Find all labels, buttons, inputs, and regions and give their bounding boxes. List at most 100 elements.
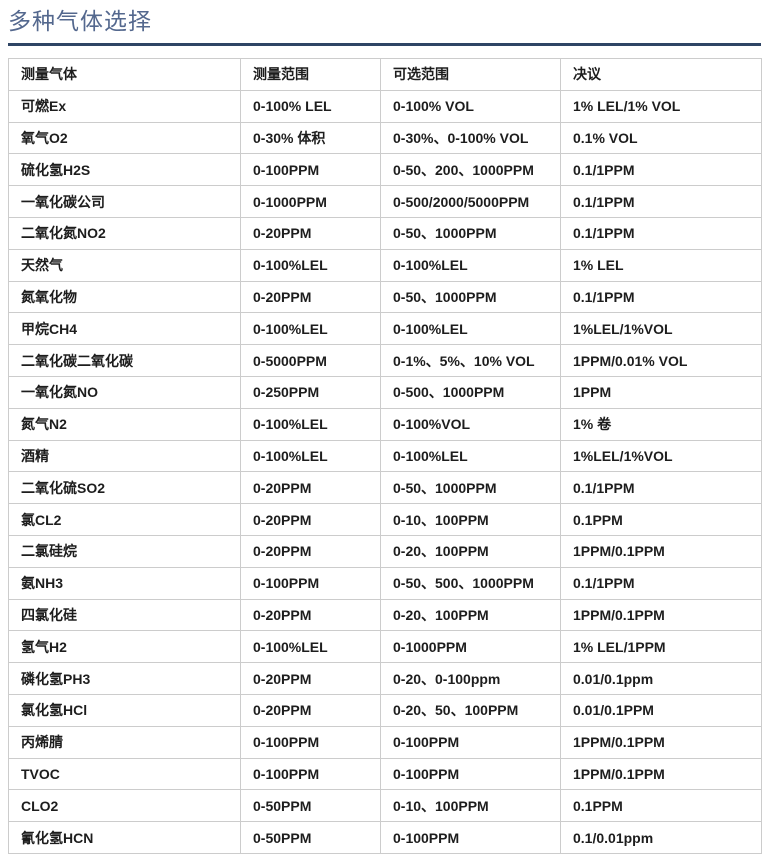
cell-resolution: 1% LEL/1PPM: [560, 630, 762, 664]
cell-resolution: 0.1PPM: [560, 503, 762, 536]
cell-range: 0-100%LEL: [240, 439, 381, 473]
cell-resolution: 1% LEL/1% VOL: [560, 89, 762, 123]
table-row: 氨NH3 0-100PPM 0-50、500、1000PPM 0.1/1PPM: [8, 566, 762, 600]
cell-optional: 0-50、1000PPM: [380, 280, 561, 314]
cell-resolution: 1PPM/0.1PPM: [560, 757, 762, 791]
table-row: TVOC 0-100PPM 0-100PPM 1PPM/0.1PPM: [8, 757, 762, 791]
cell-range: 0-100%LEL: [240, 312, 381, 346]
table-row: 甲烷CH4 0-100%LEL 0-100%LEL 1%LEL/1%VOL: [8, 312, 762, 346]
cell-range: 0-250PPM: [240, 375, 381, 409]
cell-optional: 0-20、0-100ppm: [380, 662, 561, 695]
cell-gas: 丙烯腈: [8, 725, 241, 759]
cell-gas: TVOC: [8, 757, 241, 791]
cell-gas: 氨NH3: [8, 566, 241, 600]
cell-optional: 0-100PPM: [380, 757, 561, 791]
cell-optional: 0-100%LEL: [380, 439, 561, 473]
cell-gas: 磷化氢PH3: [8, 662, 241, 695]
cell-optional: 0-500、1000PPM: [380, 375, 561, 409]
table-row: 酒精 0-100%LEL 0-100%LEL 1%LEL/1%VOL: [8, 439, 762, 473]
table-row: 天然气 0-100%LEL 0-100%LEL 1% LEL: [8, 248, 762, 282]
cell-resolution: 0.1/1PPM: [560, 280, 762, 314]
cell-optional: 0-50、1000PPM: [380, 216, 561, 250]
cell-resolution: 0.1/1PPM: [560, 153, 762, 187]
table-header-row: 测量气体 测量范围 可选范围 决议: [8, 58, 762, 91]
cell-range: 0-20PPM: [240, 662, 381, 695]
table-row: 硫化氢H2S 0-100PPM 0-50、200、1000PPM 0.1/1PPM: [8, 153, 762, 187]
cell-resolution: 0.01/0.1PPM: [560, 693, 762, 727]
cell-optional: 0-1000PPM: [380, 630, 561, 664]
cell-range: 0-20PPM: [240, 471, 381, 505]
cell-range: 0-50PPM: [240, 789, 381, 823]
cell-resolution: 1%LEL/1%VOL: [560, 312, 762, 346]
cell-range: 0-20PPM: [240, 503, 381, 536]
cell-optional: 0-100PPM: [380, 821, 561, 854]
cell-optional: 0-20、100PPM: [380, 598, 561, 632]
table-row: 氮气N2 0-100%LEL 0-100%VOL 1% 卷: [8, 407, 762, 441]
cell-optional: 0-10、100PPM: [380, 503, 561, 536]
table-row: 氯化氢HCl 0-20PPM 0-20、50、100PPM 0.01/0.1PPM: [8, 693, 762, 727]
table-row: CLO2 0-50PPM 0-10、100PPM 0.1PPM: [8, 789, 762, 823]
cell-resolution: 0.1/1PPM: [560, 216, 762, 250]
cell-optional: 0-100%LEL: [380, 248, 561, 282]
cell-gas: 酒精: [8, 439, 241, 473]
table-row: 氰化氢HCN 0-50PPM 0-100PPM 0.1/0.01ppm: [8, 821, 762, 854]
page-title: 多种气体选择: [8, 8, 152, 34]
cell-gas: 四氯化硅: [8, 598, 241, 632]
cell-range: 0-5000PPM: [240, 344, 381, 377]
cell-optional: 0-50、500、1000PPM: [380, 566, 561, 600]
table-row: 二氯硅烷 0-20PPM 0-20、100PPM 1PPM/0.1PPM: [8, 534, 762, 568]
cell-range: 0-20PPM: [240, 216, 381, 250]
cell-optional: 0-10、100PPM: [380, 789, 561, 823]
cell-resolution: 1%LEL/1%VOL: [560, 439, 762, 473]
cell-gas: 一氧化碳公司: [8, 185, 241, 218]
cell-optional: 0-100PPM: [380, 725, 561, 759]
cell-optional: 0-50、200、1000PPM: [380, 153, 561, 187]
table-row: 二氧化硫SO2 0-20PPM 0-50、1000PPM 0.1/1PPM: [8, 471, 762, 505]
cell-gas: 甲烷CH4: [8, 312, 241, 346]
cell-resolution: 1PPM: [560, 375, 762, 409]
cell-gas: 氯化氢HCl: [8, 693, 241, 727]
table-row: 二氧化氮NO2 0-20PPM 0-50、1000PPM 0.1/1PPM: [8, 216, 762, 250]
cell-range: 0-20PPM: [240, 280, 381, 314]
cell-resolution: 0.01/0.1ppm: [560, 662, 762, 695]
cell-range: 0-20PPM: [240, 598, 381, 632]
gas-spec-table: 测量气体 测量范围 可选范围 决议 可燃Ex 0-100% LEL 0-100% V…: [8, 58, 762, 854]
cell-resolution: 0.1/1PPM: [560, 185, 762, 218]
column-header-range: 测量范围: [240, 58, 381, 91]
cell-resolution: 0.1/0.01ppm: [560, 821, 762, 854]
cell-optional: 0-100%LEL: [380, 312, 561, 346]
cell-resolution: 1PPM/0.1PPM: [560, 725, 762, 759]
cell-gas: 一氧化氮NO: [8, 375, 241, 409]
cell-range: 0-50PPM: [240, 821, 381, 854]
cell-gas: 二氧化碳二氧化碳: [8, 344, 241, 377]
cell-resolution: 1PPM/0.01% VOL: [560, 344, 762, 377]
cell-gas: CLO2: [8, 789, 241, 823]
cell-optional: 0-20、50、100PPM: [380, 693, 561, 727]
column-header-gas: 测量气体: [8, 58, 241, 91]
cell-resolution: 0.1/1PPM: [560, 566, 762, 600]
cell-resolution: 1% 卷: [560, 407, 762, 441]
cell-optional: 0-100%VOL: [380, 407, 561, 441]
cell-gas: 二氧化硫SO2: [8, 471, 241, 505]
cell-resolution: 1% LEL: [560, 248, 762, 282]
table-row: 丙烯腈 0-100PPM 0-100PPM 1PPM/0.1PPM: [8, 725, 762, 759]
cell-range: 0-100PPM: [240, 566, 381, 600]
cell-gas: 氮气N2: [8, 407, 241, 441]
cell-optional: 0-100% VOL: [380, 89, 561, 123]
table-row: 二氧化碳二氧化碳 0-5000PPM 0-1%、5%、10% VOL 1PPM/0.0…: [8, 344, 762, 377]
table-row: 氢气H2 0-100%LEL 0-1000PPM 1% LEL/1PPM: [8, 630, 762, 664]
cell-range: 0-20PPM: [240, 534, 381, 568]
column-header-resolution: 决议: [560, 58, 762, 91]
cell-range: 0-20PPM: [240, 693, 381, 727]
cell-optional: 0-500/2000/5000PPM: [380, 185, 561, 218]
title-divider: [8, 43, 761, 46]
table-row: 氧气O2 0-30% 体积 0-30%、0-100% VOL 0.1% VOL: [8, 121, 762, 155]
cell-optional: 0-30%、0-100% VOL: [380, 121, 561, 155]
cell-gas: 可燃Ex: [8, 89, 241, 123]
cell-gas: 氯CL2: [8, 503, 241, 536]
cell-resolution: 1PPM/0.1PPM: [560, 534, 762, 568]
table-row: 一氧化碳公司 0-1000PPM 0-500/2000/5000PPM 0.1/1PP…: [8, 185, 762, 218]
cell-range: 0-100% LEL: [240, 89, 381, 123]
cell-range: 0-100PPM: [240, 757, 381, 791]
